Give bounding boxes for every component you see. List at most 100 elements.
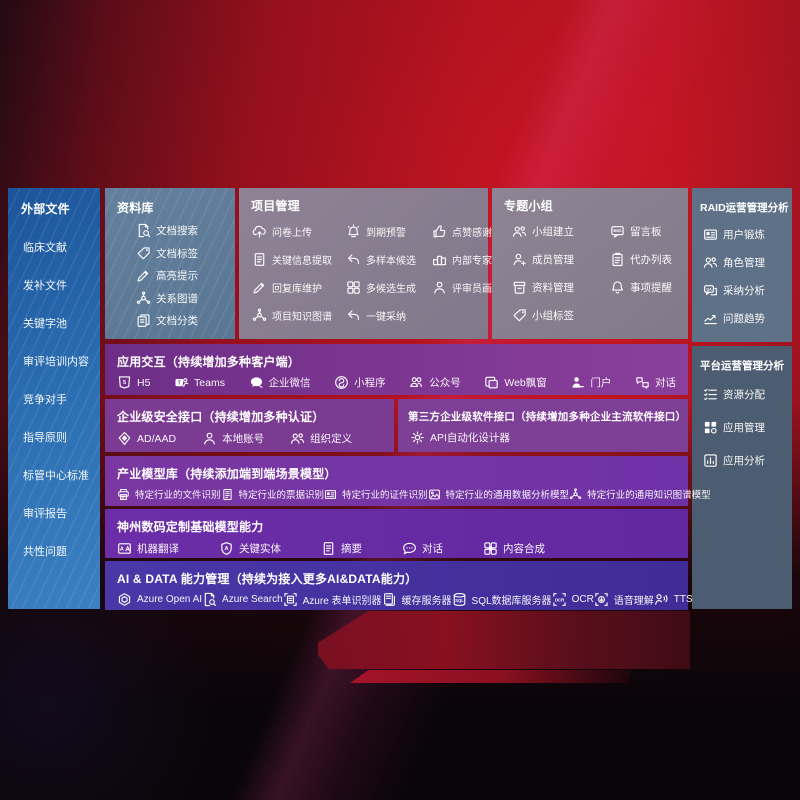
external-files-list: 临床文献 发补文件 关键字池 审评培训内容 竞争对手 指导原则 标管中心标准 审… [8, 239, 100, 559]
content-compose-icon [483, 541, 498, 556]
feature-item: 门户 [570, 375, 611, 390]
panel-enterprise-security: 企业级安全接口（持续增加多种认证） AD/AAD 本地账号 组织定义 [105, 399, 394, 452]
web-window-icon [484, 375, 499, 390]
feature-item: 关键信息提取 [252, 252, 346, 267]
feature-item: BBS 留言板 [610, 224, 688, 239]
industry-row: 特定行业的文件识别 特定行业的票据识别 特定行业的证件识别 特定行业的通用数据分… [117, 487, 711, 501]
feature-item: 特定行业的证件识别 [324, 487, 428, 501]
highlight-pen-icon [136, 268, 151, 283]
svg-text:5: 5 [123, 380, 126, 386]
panel-title-library: 资料库 [117, 201, 154, 215]
feature-item: 应用管理 [703, 420, 792, 435]
reply-icon [346, 252, 361, 267]
doc-stack-icon [136, 313, 151, 328]
feature-item: 问卷上传 [252, 224, 346, 239]
feature-item: 项目知识图谱 [252, 308, 346, 323]
receipt-recognition-icon [221, 488, 234, 501]
feature-item: 资料管理 [512, 280, 610, 295]
data-analysis-model-icon [428, 488, 441, 501]
svg-text:BBS: BBS [613, 228, 622, 233]
topic-grid: 小组建立 BBS 留言板 成员管理 代办列表 资料管理 事项提醒 [512, 224, 688, 323]
id-card-icon [703, 227, 718, 242]
feature-item: AD/AAD [117, 431, 176, 446]
panel-title-platform: 平台运营管理分析 [700, 360, 784, 372]
knowledge-graph-icon [136, 290, 151, 306]
feature-item: A 机器翻译 [117, 541, 179, 556]
panel-thirdparty-interface: 第三方企业级软件接口（持续增加多种企业主流软件接口） API自动化设计器 [398, 399, 688, 452]
feature-item: 回复库维护 [252, 280, 346, 295]
panel-title-raid: RAID运营管理分析 [700, 202, 789, 214]
openai-icon [117, 592, 132, 607]
tag-icon [512, 308, 527, 323]
azure-search-icon [202, 592, 217, 607]
feature-item: 特定行业的通用知识图谱模型 [569, 487, 711, 501]
list-item: 指导原则 [23, 432, 67, 444]
feature-item: 代办列表 [610, 252, 688, 267]
panel-ai-data-capability: AI & DATA 能力管理（持续为接入更多AI&DATA能力） Azure O… [105, 561, 693, 610]
feature-item: 多候选生成 [346, 280, 432, 295]
summary-icon [321, 541, 336, 556]
panel-topic-groups: 专题小组 小组建立 BBS 留言板 成员管理 代办列表 资料管理 [492, 188, 688, 339]
list-item: 发补文件 [23, 280, 67, 292]
svg-text:A: A [225, 546, 229, 552]
bbs-icon: BBS [610, 224, 625, 239]
feature-item: 角色管理 [703, 255, 792, 270]
feature-item: 对话 [635, 375, 676, 390]
ocr-icon: OCR [552, 592, 567, 607]
feature-item: 多样本候选 [346, 252, 432, 267]
resource-list-icon [703, 387, 718, 402]
knowledge-graph-icon [252, 308, 267, 323]
list-item: 标管中心标准 [23, 470, 89, 482]
multi-grid-icon [346, 280, 361, 295]
archive-icon [512, 280, 527, 295]
adopt-arrow-icon [346, 308, 361, 323]
bell-icon [610, 280, 625, 295]
list-item: 审评培训内容 [23, 356, 89, 368]
panel-title-industry: 产业模型库（持续添加端到端场景模型） [117, 467, 337, 481]
feature-item: 本地账号 [202, 431, 264, 446]
h5-icon: 5 [117, 375, 132, 390]
aidata-row: Azure Open AI Azure Search Azure 表单识别器 缓… [117, 592, 693, 607]
svg-text:T: T [178, 381, 182, 387]
panel-digitalchina-models: 神州数码定制基础模型能力 A 机器翻译 A 关键实体 摘要 对话 内容合成 [105, 509, 688, 558]
thirdparty-row: API自动化设计器 [410, 430, 676, 445]
panel-raid-analysis: RAID运营管理分析 用户锻炼 角色管理 QA 采纳分析 问题趋势 [692, 188, 792, 342]
certificate-recognition-icon [324, 488, 337, 501]
panel-title-security: 企业级安全接口（持续增加多种认证） [117, 410, 325, 424]
panel-title-aidata: AI & DATA 能力管理（持续为接入更多AI&DATA能力） [117, 572, 418, 586]
raid-list: 用户锻炼 角色管理 QA 采纳分析 问题趋势 [692, 227, 792, 326]
key-entity-icon: A [219, 541, 234, 556]
feature-item: 公众号 [409, 375, 461, 390]
speech-understanding-icon [594, 592, 609, 607]
list-item: 临床文献 [23, 242, 67, 254]
panel-external-files: 外部文件 临床文献 发补文件 关键字池 审评培训内容 竞争对手 指导原则 标管中… [8, 188, 100, 609]
feature-item: 对话 [402, 541, 443, 556]
feature-item: T Teams [174, 375, 225, 390]
feature-item: Azure Open AI [117, 592, 202, 607]
feature-item: 关系图谱 [136, 290, 235, 306]
list-item: 审评报告 [23, 508, 67, 520]
feature-item: 一键采纳 [346, 308, 432, 323]
feature-item: 文档标签 [136, 246, 235, 261]
feature-item: 用户锻炼 [703, 227, 792, 242]
app-chart-icon [703, 453, 718, 468]
monitor-base-shape [318, 611, 690, 669]
org-define-icon [290, 431, 305, 446]
alarm-icon [346, 224, 361, 239]
panel-title-thirdparty: 第三方企业级软件接口（持续增加多种企业主流软件接口） [408, 411, 687, 423]
interaction-row: 5 H5 T Teams 企业微信 小程序 公众号 Web飘窗 [117, 375, 676, 390]
monitor-stand-shape [350, 670, 632, 683]
feature-item: 语音理解 [594, 592, 654, 607]
svg-text:OCR: OCR [554, 597, 564, 602]
feature-item: Web飘窗 [484, 375, 547, 390]
feature-item: 内容合成 [483, 541, 545, 556]
ad-shield-icon [117, 431, 132, 446]
official-account-icon [409, 375, 424, 390]
feature-item: 特定行业的票据识别 [221, 487, 324, 501]
pen-icon [252, 280, 267, 295]
wechat-work-icon [249, 375, 264, 390]
panel-platform-analysis: 平台运营管理分析 资源分配 应用管理 应用分析 [692, 346, 792, 609]
feature-item: 资源分配 [703, 387, 792, 402]
panel-title-external-files: 外部文件 [21, 202, 70, 216]
